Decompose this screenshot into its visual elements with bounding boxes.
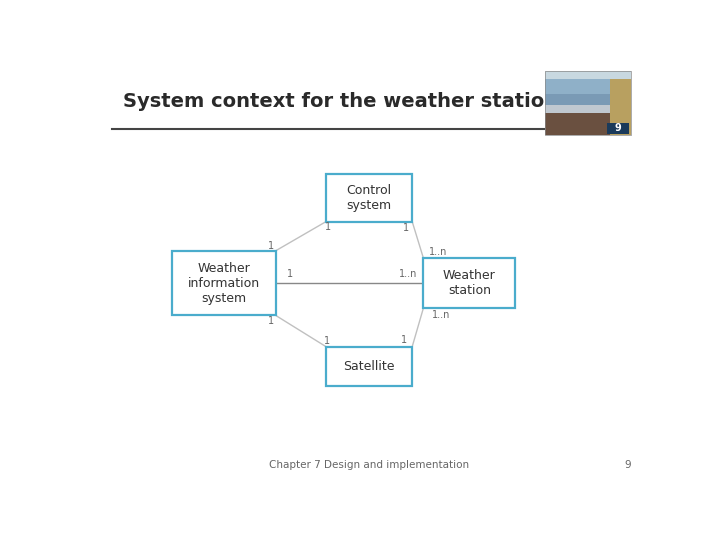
Text: Weather
station: Weather station (443, 269, 496, 297)
FancyBboxPatch shape (545, 71, 631, 106)
Text: 1: 1 (268, 241, 274, 251)
FancyBboxPatch shape (325, 347, 413, 386)
FancyBboxPatch shape (545, 106, 631, 136)
Text: Chapter 7 Design and implementation: Chapter 7 Design and implementation (269, 460, 469, 470)
Text: 1: 1 (324, 336, 330, 346)
FancyBboxPatch shape (545, 71, 631, 79)
Text: System context for the weather station: System context for the weather station (124, 92, 559, 111)
Text: Satellite: Satellite (343, 360, 395, 373)
Text: 1..n: 1..n (432, 310, 450, 320)
Text: 1: 1 (287, 269, 293, 279)
Text: 1..n: 1..n (429, 247, 447, 256)
Text: 1: 1 (402, 224, 409, 233)
Text: 1: 1 (268, 316, 274, 326)
Text: 1: 1 (325, 222, 331, 232)
FancyBboxPatch shape (423, 258, 516, 308)
FancyBboxPatch shape (325, 174, 413, 222)
Text: 1: 1 (401, 335, 408, 345)
FancyBboxPatch shape (545, 71, 631, 93)
Text: Weather
information
system: Weather information system (188, 261, 260, 305)
FancyBboxPatch shape (172, 251, 276, 315)
FancyBboxPatch shape (545, 105, 610, 113)
Text: 9: 9 (614, 123, 621, 133)
Text: 9: 9 (625, 460, 631, 470)
Text: 1..n: 1..n (400, 269, 418, 279)
FancyBboxPatch shape (610, 71, 631, 136)
Text: Control
system: Control system (346, 184, 392, 212)
FancyBboxPatch shape (607, 123, 629, 133)
